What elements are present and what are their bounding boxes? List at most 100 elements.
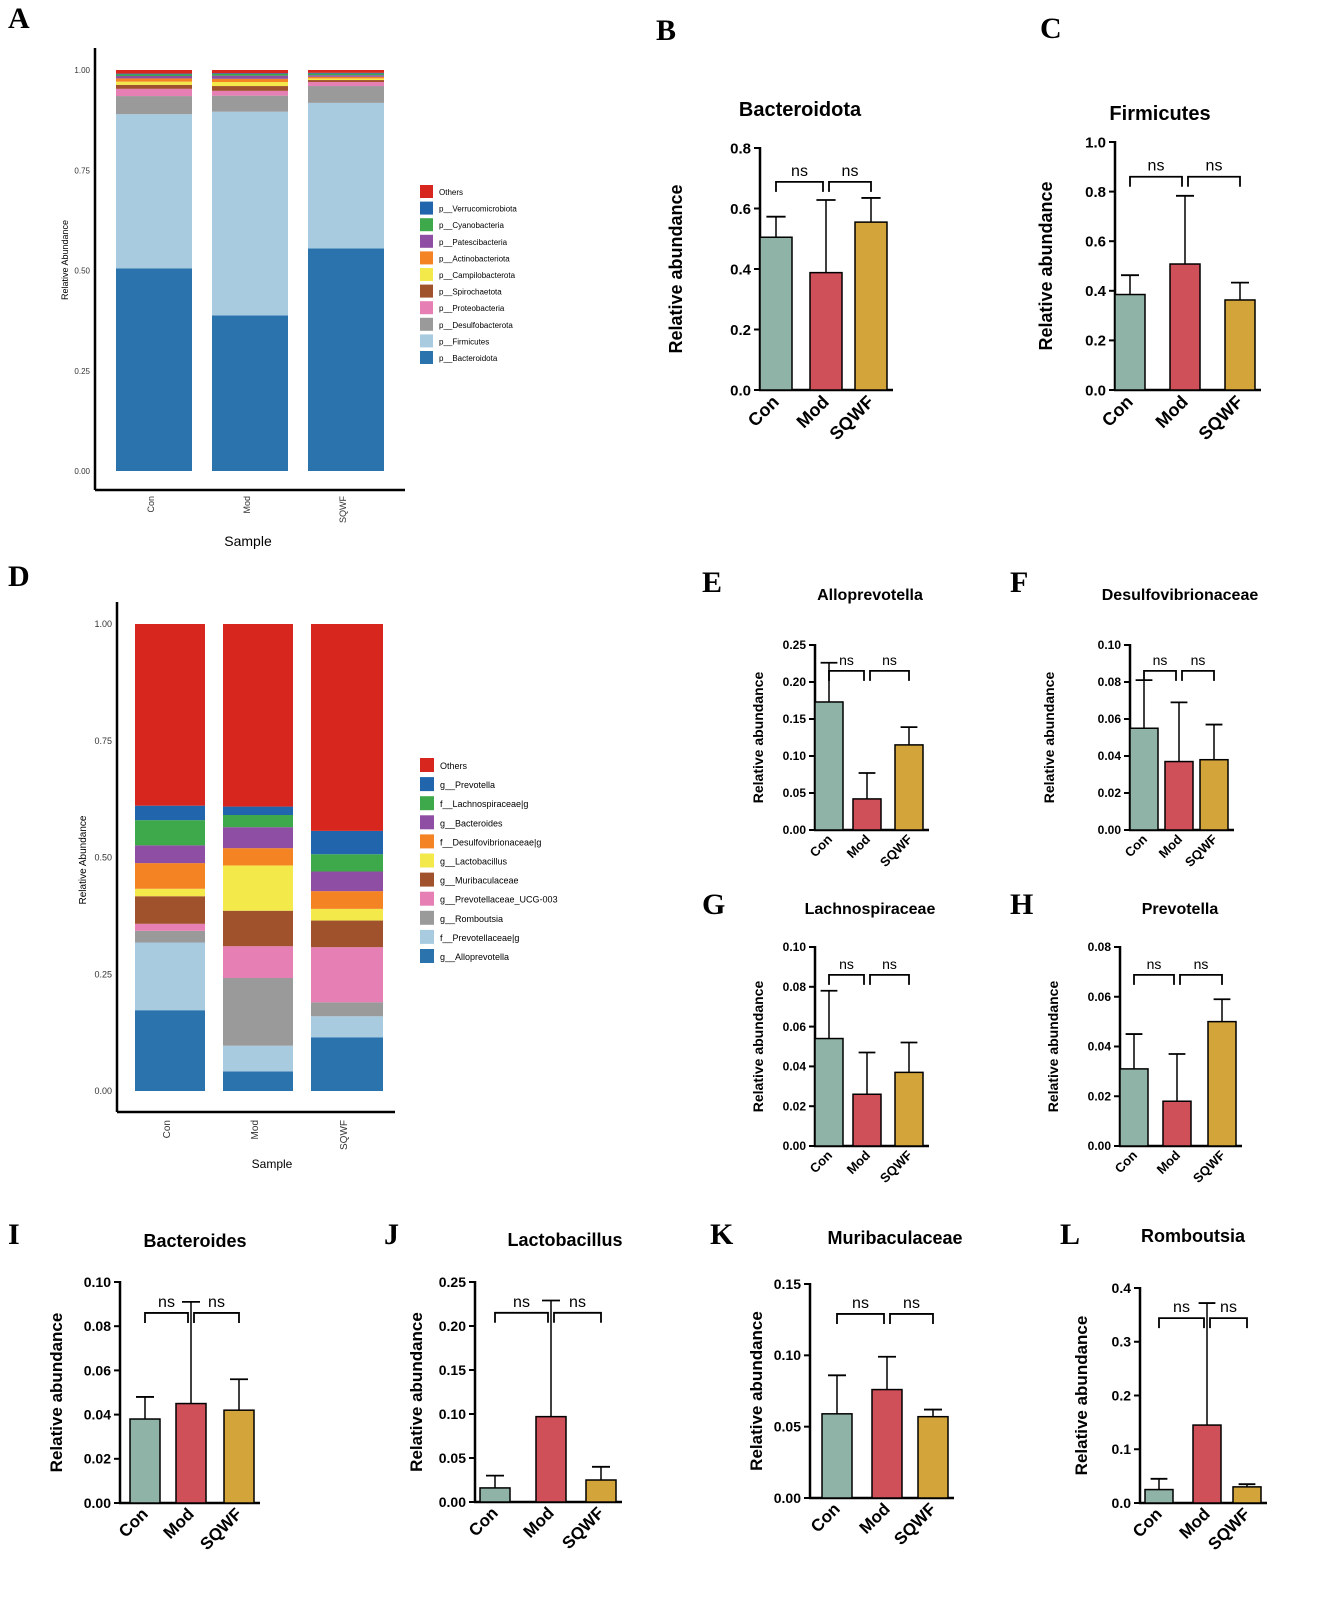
- y-tick-label: 0.50: [94, 853, 112, 863]
- legend-label: p__Actinobacteriota: [439, 254, 510, 263]
- bar-chart-prevotella: Prevotella 0.00 0.02 0.04 0.06 0.08 Relative a…: [1045, 901, 1242, 1186]
- y-tick-label: 0.06: [783, 1020, 807, 1034]
- x-category-label: Con: [807, 1147, 836, 1176]
- x-category-label: Mod: [1152, 392, 1192, 432]
- y-tick-label: 0.25: [439, 1274, 466, 1290]
- legend-label: p__Verrucomicrobiota: [439, 205, 517, 214]
- stacked-segment: [135, 888, 205, 897]
- bar-chart-bacteroidota: Bacteroidota 0.0 0.2 0.4 0.6 0.8 Relative abun…: [666, 99, 893, 444]
- significance-label: ns: [1148, 158, 1165, 175]
- y-tick-label: 0.8: [1085, 184, 1106, 201]
- significance-bracket: [1181, 670, 1215, 681]
- y-tick-label: 0.04: [783, 1060, 807, 1074]
- x-category-label: Con: [465, 1503, 502, 1540]
- y-tick-label: 0.08: [783, 980, 807, 994]
- legend-swatch: [420, 949, 434, 963]
- bar: [535, 1415, 567, 1503]
- y-tick-label: 0.00: [74, 467, 90, 476]
- y-tick-label: 0.6: [1085, 233, 1106, 250]
- significance-label: ns: [1206, 158, 1223, 175]
- bar: [871, 1388, 903, 1499]
- y-tick-label: 0.2: [730, 322, 751, 339]
- chart-title: Prevotella: [1142, 901, 1219, 918]
- legend-label: Others: [440, 761, 468, 771]
- legend-label: f__Prevotellaceae|g: [440, 933, 519, 943]
- significance-label: ns: [882, 652, 897, 668]
- y-tick-label: 0.0: [1112, 1495, 1132, 1511]
- x-axis-title: Sample: [224, 533, 272, 549]
- significance-bracket: [1133, 973, 1175, 985]
- bar: [852, 1093, 882, 1147]
- stacked-segment: [135, 930, 205, 943]
- legend-swatch: [420, 891, 434, 906]
- legend-swatch: [420, 234, 433, 248]
- panel-letter-i: I: [8, 1218, 20, 1251]
- y-tick-label: 0.75: [74, 166, 90, 175]
- x-category-label: SQWF: [339, 1120, 350, 1150]
- y-axis-title: Relative abundance: [1072, 1316, 1091, 1476]
- bar: [809, 271, 843, 391]
- stacked-segment: [308, 70, 384, 73]
- legend-label: Others: [439, 188, 463, 197]
- stacked-segment: [212, 75, 288, 79]
- legend-swatch: [420, 268, 433, 281]
- bar-chart-bacteroides: Bacteroides 0.00 0.02 0.04 0.06 0.08 0.10 Relat…: [47, 1231, 260, 1554]
- stacked-segment: [308, 73, 384, 76]
- y-tick-label: 0.1: [1112, 1441, 1132, 1457]
- y-axis-title: Relative abundance: [750, 981, 766, 1113]
- y-tick-label: 0.25: [74, 367, 90, 376]
- legend-swatch: [420, 758, 434, 772]
- legend-label: p__Patescibacteria: [439, 238, 508, 247]
- legend-label: p__Proteobacteria: [439, 304, 505, 313]
- y-tick-label: 1.00: [94, 619, 112, 629]
- y-tick-label: 0.50: [74, 267, 90, 276]
- bar: [814, 701, 844, 831]
- stacked-segment: [212, 111, 288, 316]
- legend-swatch: [420, 334, 433, 348]
- y-axis-title: Relative abundance: [747, 1311, 766, 1471]
- chart-title: Firmicutes: [1109, 103, 1210, 125]
- x-category-label: Con: [1122, 831, 1151, 860]
- stacked-segment: [311, 947, 383, 1003]
- panel-letter-f: F: [1010, 566, 1029, 599]
- stacked-segment: [223, 624, 293, 807]
- stacked-segment: [311, 891, 383, 909]
- stacked-chart-genus: 0.00 0.25 0.50 0.75 1.00 Con Mod SQWF Sample Rela…: [78, 602, 558, 1171]
- x-category-label: Mod: [793, 392, 833, 432]
- chart-title: Bacteroides: [143, 1231, 246, 1251]
- stacked-segment: [212, 78, 288, 83]
- y-tick-label: 0.04: [84, 1407, 111, 1423]
- x-category-label: SQWF: [826, 392, 878, 444]
- y-tick-label: 0.0: [730, 382, 751, 399]
- stacked-segment: [212, 86, 288, 91]
- panel-letter-d: D: [8, 560, 30, 593]
- x-category-label: Mod: [520, 1503, 558, 1541]
- stacked-segment: [116, 78, 192, 82]
- legend-swatch: [420, 796, 434, 811]
- legend-label: f__Lachnospiraceae|g: [440, 799, 528, 809]
- bar: [917, 1415, 949, 1499]
- x-category-label: Con: [1129, 1504, 1166, 1541]
- x-category-label: SQWF: [1190, 1147, 1228, 1185]
- stacked-segment: [116, 74, 192, 77]
- stacked-segment: [308, 80, 384, 83]
- bar: [1144, 1488, 1174, 1504]
- bar: [1119, 1068, 1149, 1147]
- stacked-segment: [223, 848, 293, 866]
- x-category-label: SQWF: [558, 1503, 607, 1552]
- stacked-segment: [135, 845, 205, 864]
- stacked-segment: [212, 315, 288, 471]
- y-axis-title: Relative abundance: [1041, 672, 1057, 804]
- bar: [821, 1413, 853, 1499]
- significance-label: ns: [842, 163, 859, 180]
- legend-swatch: [420, 351, 433, 364]
- stacked-segment: [135, 942, 205, 1011]
- legend-label: g__Bacteroides: [440, 818, 503, 828]
- legend-swatch: [420, 284, 433, 298]
- stacked-segment: [212, 73, 288, 75]
- stacked-segment: [135, 805, 205, 821]
- legend-swatch: [420, 251, 433, 265]
- x-category-label: Con: [146, 496, 156, 513]
- stacked-segment: [116, 96, 192, 115]
- y-tick-label: 0.4: [1085, 283, 1107, 300]
